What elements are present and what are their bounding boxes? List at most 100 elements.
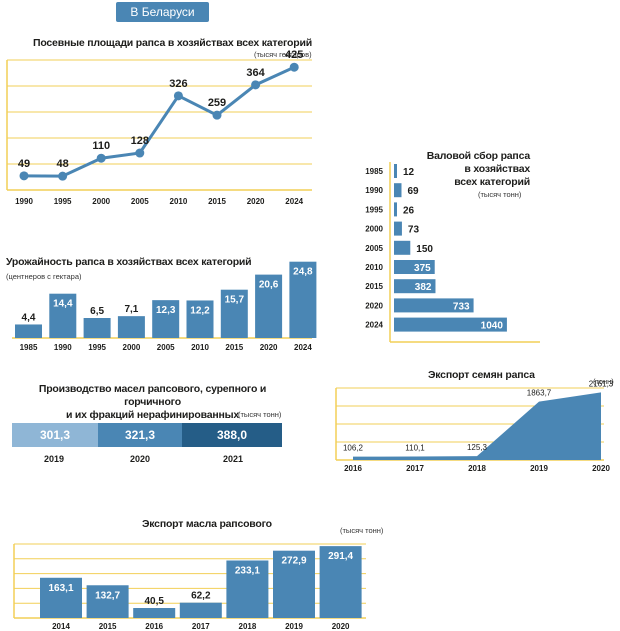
data-label: 6,5 — [90, 306, 104, 317]
sown-area-unit: (тысяч гектаров) — [254, 50, 312, 59]
region-badge: В Беларуси — [116, 2, 209, 22]
data-point — [173, 91, 183, 101]
sown-area-title: Посевные площади рапса в хозяйствах всех… — [33, 37, 312, 49]
data-point — [251, 80, 261, 90]
data-label: 26 — [403, 205, 415, 216]
seed-export-unit: (тонн) — [593, 377, 614, 386]
bar — [186, 300, 214, 338]
gross-harvest-title-line-2: в хозяйствах — [464, 163, 530, 175]
data-label: 125,3 — [467, 443, 488, 452]
bar — [319, 546, 362, 618]
y-tick-label: 1995 — [365, 205, 383, 214]
bar — [40, 577, 82, 618]
x-tick-label: 2019 — [285, 622, 303, 631]
bar — [394, 279, 436, 294]
bar — [86, 585, 129, 618]
oil-production-segment-2019: 301,3 — [12, 423, 98, 447]
bar — [117, 316, 145, 338]
data-label: 15,7 — [225, 295, 245, 306]
series-line — [23, 65, 295, 178]
data-label: 12,3 — [156, 305, 176, 316]
data-point — [289, 62, 299, 72]
data-point — [135, 148, 145, 158]
gross-harvest-unit: (тысяч тонн) — [478, 190, 522, 199]
x-tick-label: 2010 — [191, 343, 209, 352]
x-tick-label: 2015 — [99, 622, 117, 631]
data-label: 106,2 — [343, 444, 364, 453]
data-label: 2161,3 — [589, 379, 614, 388]
x-tick-label: 2024 — [285, 197, 303, 206]
bar — [255, 274, 283, 338]
data-label: 272,9 — [281, 556, 306, 567]
x-tick-label: 2020 — [332, 622, 350, 631]
data-label: 12,2 — [190, 305, 210, 316]
oil-production-unit: (тысяч тонн) — [238, 410, 282, 419]
oil-production-segment-2020: 321,3 — [98, 423, 182, 447]
x-tick-label: 1995 — [88, 343, 106, 352]
x-tick-label: 2014 — [52, 622, 70, 631]
data-point — [212, 110, 222, 120]
bar — [394, 202, 397, 217]
y-tick-label: 1990 — [365, 186, 383, 195]
oil-production-title-line-1: Производство масел рапсового, сурепного … — [38, 383, 267, 408]
yield-unit: (центнеров с гектара) — [6, 272, 82, 281]
oil-export-unit: (тысяч тонн) — [340, 526, 384, 535]
y-tick-label: 2020 — [365, 301, 383, 310]
data-point — [19, 171, 29, 181]
x-tick-label: 2019 — [530, 464, 548, 473]
y-tick-label: 2000 — [365, 225, 383, 234]
x-tick-label: 1985 — [20, 343, 38, 352]
x-tick-label: 2017 — [192, 622, 210, 631]
x-tick-label: 2000 — [92, 197, 110, 206]
data-label: 326 — [169, 78, 187, 90]
data-label: 110,1 — [405, 444, 425, 453]
gross-harvest-title-line-1: Валовой сбор рапса — [426, 150, 530, 162]
y-tick-label: 2015 — [365, 282, 383, 291]
bar — [394, 317, 507, 332]
data-label: 62,2 — [191, 591, 211, 602]
data-label: 1040 — [481, 321, 504, 332]
bar — [220, 289, 248, 338]
x-tick-label: 2018 — [239, 622, 257, 631]
yield-title: Урожайность рапса в хозяйствах всех кате… — [6, 256, 252, 268]
bar — [273, 550, 315, 618]
data-point — [58, 171, 68, 181]
bar — [133, 608, 176, 618]
x-tick-label: 1990 — [54, 343, 72, 352]
data-label: 14,4 — [53, 299, 73, 310]
oil-production-year-2020: 2020 — [130, 454, 151, 464]
bar — [15, 324, 42, 338]
bar — [394, 164, 397, 178]
seed-export-title: Экспорт семян рапса — [428, 369, 535, 381]
x-tick-label: 2016 — [344, 464, 362, 473]
oil-production-title: Производство масел рапсового, сурепного … — [20, 383, 285, 422]
data-label: 150 — [416, 244, 433, 255]
data-label: 40,5 — [144, 596, 164, 607]
x-tick-label: 2016 — [145, 622, 163, 631]
data-label: 364 — [246, 67, 265, 79]
data-label: 733 — [453, 301, 470, 312]
data-label: 4,4 — [22, 312, 36, 323]
data-label: 291,4 — [328, 551, 353, 562]
x-tick-label: 2020 — [592, 464, 610, 473]
y-tick-label: 2005 — [365, 244, 383, 253]
bar — [179, 602, 222, 618]
x-tick-label: 2005 — [157, 343, 175, 352]
x-tick-label: 2020 — [260, 343, 278, 352]
data-label: 1863,7 — [527, 389, 552, 398]
data-label: 375 — [414, 263, 431, 274]
y-tick-label: 1985 — [365, 167, 383, 176]
data-label: 382 — [415, 282, 432, 293]
y-tick-label: 2024 — [365, 321, 383, 330]
x-tick-label: 2010 — [170, 197, 188, 206]
gross-harvest-title: Валовой сбор рапса в хозяйствах всех кат… — [418, 150, 530, 189]
bar — [49, 293, 77, 338]
x-tick-label: 2000 — [123, 343, 141, 352]
bar — [226, 560, 269, 618]
x-tick-label: 2024 — [294, 343, 312, 352]
bar — [83, 318, 111, 338]
x-tick-label: 2005 — [131, 197, 149, 206]
